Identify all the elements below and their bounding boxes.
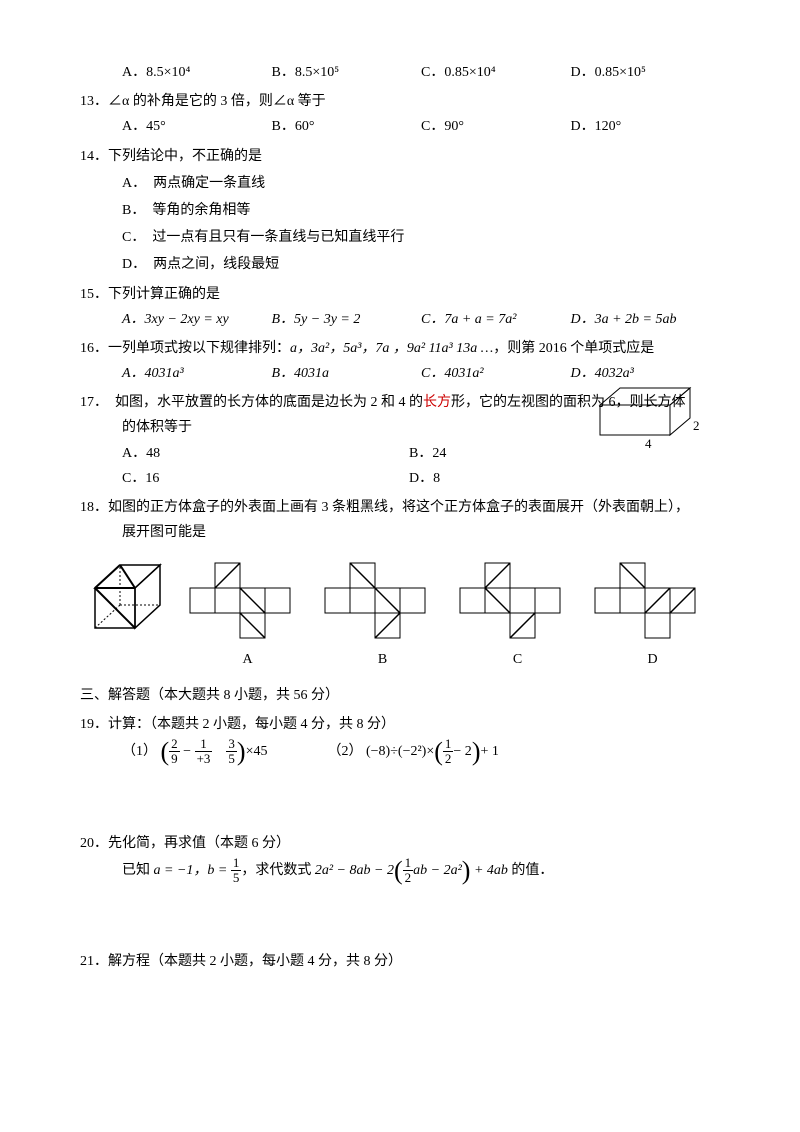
q13-opt-b: B．60°	[272, 114, 422, 139]
q19-p2-label: （2）	[328, 744, 363, 759]
cube-icon	[80, 553, 180, 643]
cuboid-figure: 2 4	[590, 380, 710, 459]
q15-options: A．3xy − 2xy = xy B．5y − 3y = 2 C．7a + a …	[122, 307, 720, 332]
q20-text: 20．先化简，再求值（本题 6 分）	[80, 831, 720, 856]
q19-expressions: （1） (29 − 1+3 35)×45 （2） (−8)÷(−2²)×(12−…	[122, 737, 720, 767]
q18-labels: A B C D	[80, 647, 720, 672]
lbl-c: C	[450, 647, 585, 672]
cuboid-icon: 2 4	[590, 380, 710, 450]
q19-text: 19．计算：（本题共 2 小题，每小题 4 分，共 8 分）	[80, 712, 720, 737]
q15: 15．下列计算正确的是 A．3xy − 2xy = xy B．5y − 3y =…	[80, 282, 720, 332]
q17-red: 长方	[423, 395, 451, 410]
q18: 18．如图的正方体盒子的外表面上画有 3 条粗黑线，将这个正方体盒子的表面展开（…	[80, 495, 720, 673]
net-a-icon	[180, 553, 315, 643]
q16-opt-c: C．4031a²	[421, 361, 571, 386]
q13: 13．∠α 的补角是它的 3 倍，则∠α 等于 A．45° B．60° C．90…	[80, 89, 720, 139]
q14-opt-a: A． 两点确定一条直线	[122, 171, 720, 196]
q15-text: 15．下列计算正确的是	[80, 282, 720, 307]
q12-opt-b: B．8.5×10⁵	[272, 60, 422, 85]
net-c-icon	[450, 553, 585, 643]
net-b-icon	[315, 553, 450, 643]
q16-opt-b: B．4031a	[272, 361, 422, 386]
q17: 17． 如图，水平放置的长方体的底面是边长为 2 和 4 的长方形，它的左视图的…	[80, 390, 720, 491]
q14-opt-c: C． 过一点有且只有一条直线与已知直线平行	[122, 225, 720, 250]
q19-p1-label: （1）	[122, 744, 157, 759]
q20: 20．先化简，再求值（本题 6 分） 已知 a = −1，b = 15，求代数式…	[80, 831, 720, 886]
lbl-a: A	[180, 647, 315, 672]
q18-line2: 展开图可能是	[122, 520, 720, 545]
q14-opt-b: B． 等角的余角相等	[122, 198, 720, 223]
q19-p2: （2） (−8)÷(−2²)×(12− 2)+ 1	[328, 737, 499, 767]
q18-figures	[80, 553, 720, 643]
q16-pre: 16．一列单项式按以下规律排列：	[80, 341, 290, 356]
q15-opt-a: A．3xy − 2xy = xy	[122, 307, 272, 332]
q13-opt-d: D．120°	[571, 114, 721, 139]
q15-opt-c: C．7a + a = 7a²	[421, 307, 571, 332]
q16-post: ，则第 2016 个单项式应是	[493, 341, 654, 356]
q14-opt-d: D． 两点之间，线段最短	[122, 252, 720, 277]
cuboid-dim-b: 4	[645, 436, 652, 450]
q16-text: 16．一列单项式按以下规律排列：a，3a²，5a³，7a ，9a² 11a³ 1…	[80, 336, 720, 361]
q13-text: 13．∠α 的补角是它的 3 倍，则∠α 等于	[80, 89, 720, 114]
q12-opt-c: C．0.85×10⁴	[421, 60, 571, 85]
q17-opt-d: D．8	[409, 466, 696, 491]
q17-opt-c: C．16	[122, 466, 409, 491]
q14: 14．下列结论中，不正确的是 A． 两点确定一条直线 B． 等角的余角相等 C．…	[80, 144, 720, 278]
net-d-icon	[585, 553, 720, 643]
q16-seq: a，3a²，5a³，7a ，9a² 11a³ 13a …	[290, 341, 493, 356]
q16: 16．一列单项式按以下规律排列：a，3a²，5a³，7a ，9a² 11a³ 1…	[80, 336, 720, 386]
q13-opt-c: C．90°	[421, 114, 571, 139]
q13-opt-a: A．45°	[122, 114, 272, 139]
q18-line1: 18．如图的正方体盒子的外表面上画有 3 条粗黑线，将这个正方体盒子的表面展开（…	[80, 495, 720, 520]
cuboid-dim-a: 2	[693, 418, 700, 433]
q17-row2: C．16 D．8	[122, 466, 720, 491]
lbl-d: D	[585, 647, 720, 672]
q14-text: 14．下列结论中，不正确的是	[80, 144, 720, 169]
q20-expr: 已知 a = −1，b = 15，求代数式 2a² − 8ab − 2(12ab…	[122, 856, 720, 886]
q12-options: A．8.5×10⁴ B．8.5×10⁵ C．0.85×10⁴ D．0.85×10…	[122, 60, 720, 85]
q17-pre: 17． 如图，水平放置的长方体的底面是边长为 2 和 4 的	[80, 395, 423, 410]
q17-opt-a: A．48	[122, 441, 409, 466]
q13-options: A．45° B．60° C．90° D．120°	[122, 114, 720, 139]
q12-opt-a: A．8.5×10⁴	[122, 60, 272, 85]
lbl-b: B	[315, 647, 450, 672]
q12-opt-d: D．0.85×10⁵	[571, 60, 721, 85]
q19-p1: （1） (29 − 1+3 35)×45	[122, 737, 268, 767]
q15-opt-b: B．5y − 3y = 2	[272, 307, 422, 332]
q21: 21．解方程（本题共 2 小题，每小题 4 分，共 8 分）	[80, 949, 720, 974]
q16-opt-a: A．4031a³	[122, 361, 272, 386]
section-3-header: 三、解答题（本大题共 8 小题，共 56 分）	[80, 683, 720, 708]
q19: 19．计算：（本题共 2 小题，每小题 4 分，共 8 分） （1） (29 −…	[80, 712, 720, 767]
q15-opt-d: D．3a + 2b = 5ab	[571, 307, 721, 332]
